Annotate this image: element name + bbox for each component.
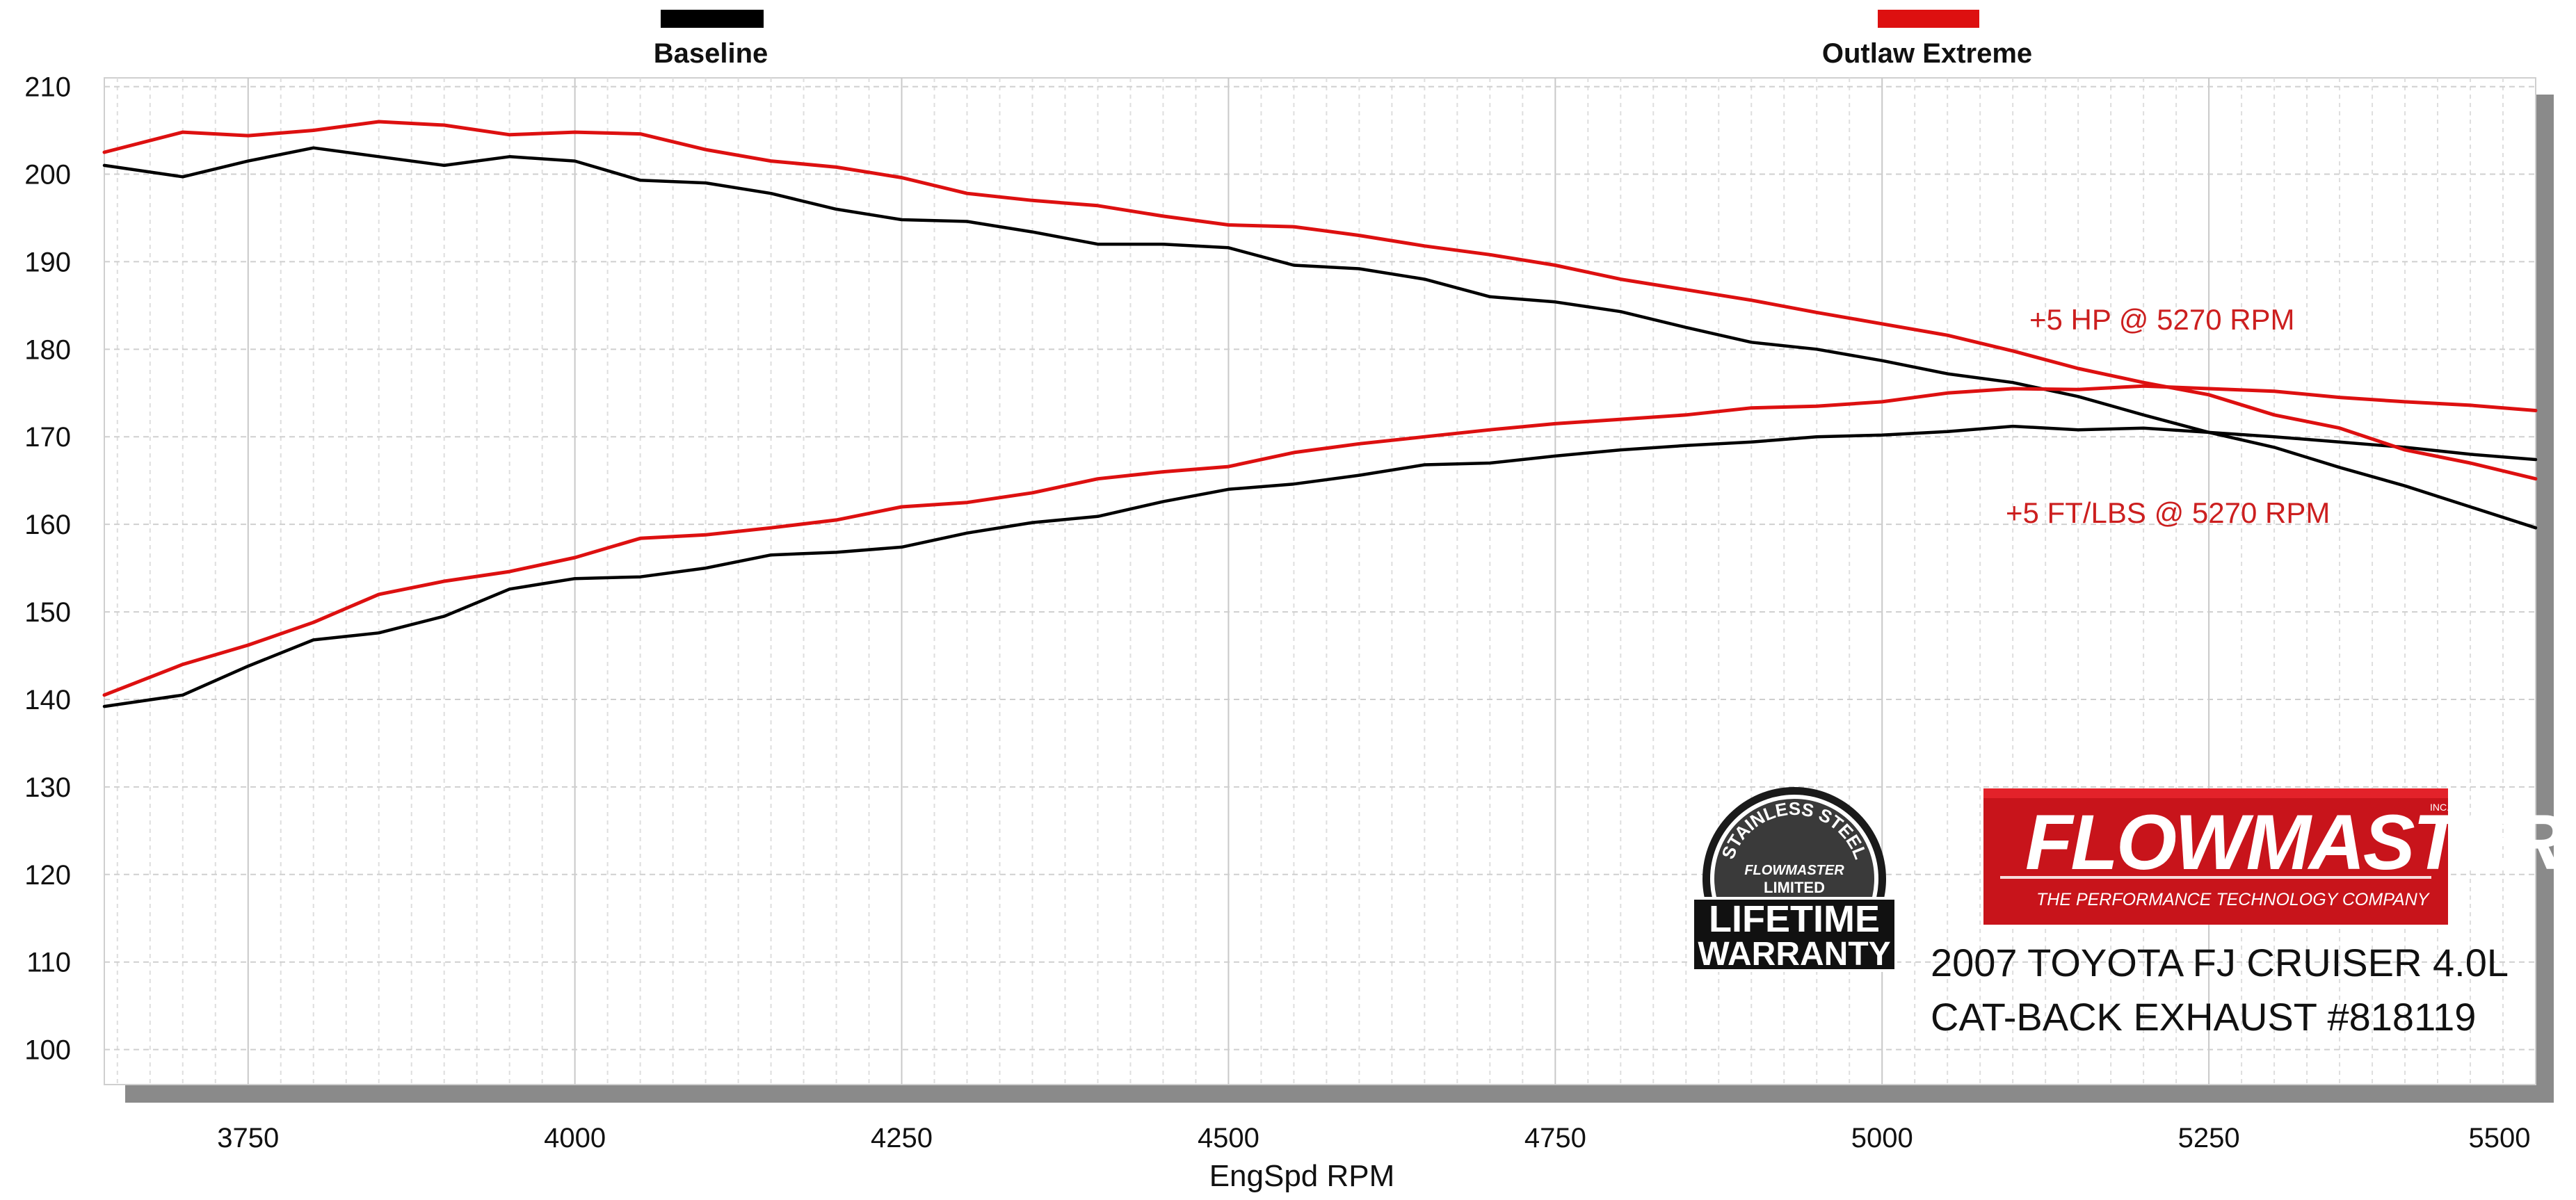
series-line-baseline-torque [102, 424, 2538, 708]
flowmaster-logo: FLOWMASTER THE PERFORMANCE TECHNOLOGY CO… [1983, 788, 2567, 925]
y-tick-label: 180 [24, 334, 71, 365]
x-axis-ticks: 3750 4000 4250 4500 4750 5000 5250 5500 [217, 1123, 2530, 1153]
y-tick-label: 140 [24, 685, 71, 715]
y-axis-ticks: 100 110 120 130 140 150 160 170 180 190 200 210 [24, 72, 71, 1066]
y-tick-label: 160 [24, 510, 71, 540]
y-tick-label: 110 [26, 948, 71, 978]
y-tick-label: 150 [24, 597, 71, 628]
svg-text:FLOWMASTER: FLOWMASTER [1744, 863, 1844, 878]
x-tick-label: 4250 [871, 1123, 933, 1153]
legend-label-outlaw-extreme: Outlaw Extreme [1822, 38, 2032, 69]
y-tick-label: 100 [24, 1035, 71, 1066]
x-tick-label: 4500 [1198, 1123, 1259, 1153]
plot-shadow-bottom [125, 1085, 2554, 1103]
x-tick-label: 4750 [1524, 1123, 1586, 1153]
lifetime-warranty-badge: STAINLESS STEEL FLOWMASTER LIMITED LIFET… [1691, 787, 1897, 973]
hp-gain-annotation: +5 HP @ 5270 RPM [2029, 303, 2295, 336]
svg-text:WARRANTY: WARRANTY [1698, 936, 1890, 973]
series-line-outlaw-extreme-torque [102, 384, 2538, 697]
svg-text:THE PERFORMANCE TECHNOLOGY COM: THE PERFORMANCE TECHNOLOGY COMPANY [2036, 890, 2431, 909]
y-tick-label: 190 [24, 247, 71, 277]
series-line-baseline-hp [102, 146, 2538, 530]
legend-label-baseline: Baseline [654, 38, 768, 69]
y-tick-label: 200 [24, 160, 71, 190]
legend-swatch-baseline [661, 10, 764, 28]
torque-gain-annotation: +5 FT/LBS @ 5270 RPM [2006, 496, 2330, 529]
grid-lines [104, 78, 2536, 1085]
svg-text:LIMITED: LIMITED [1764, 879, 1825, 896]
svg-text:INC.: INC. [2430, 802, 2449, 813]
y-tick-label: 130 [24, 772, 71, 803]
x-tick-label: 4000 [544, 1123, 606, 1153]
y-tick-label: 120 [24, 860, 71, 891]
svg-text:LIFETIME: LIFETIME [1709, 898, 1880, 940]
y-tick-label: 170 [24, 422, 71, 453]
y-tick-label: 210 [24, 72, 71, 103]
x-axis-label: EngSpd RPM [1209, 1159, 1395, 1193]
x-tick-label: 5000 [1851, 1123, 1913, 1153]
legend-swatch-outlaw-extreme [1878, 10, 1979, 28]
x-tick-label: 5250 [2178, 1123, 2240, 1153]
series-layer [102, 120, 2538, 708]
plot-shadow-right [2536, 95, 2554, 1103]
svg-text:FLOWMASTER: FLOWMASTER [2025, 799, 2565, 886]
vehicle-caption-line2: CAT-BACK EXHAUST #818119 [1931, 995, 2476, 1039]
vehicle-caption-line1: 2007 TOYOTA FJ CRUISER 4.0L [1931, 941, 2509, 984]
x-tick-label: 3750 [217, 1123, 279, 1153]
series-line-outlaw-extreme-hp [102, 120, 2538, 481]
x-tick-label: 5500 [2469, 1123, 2531, 1153]
legend: Baseline Outlaw Extreme [654, 10, 2032, 69]
